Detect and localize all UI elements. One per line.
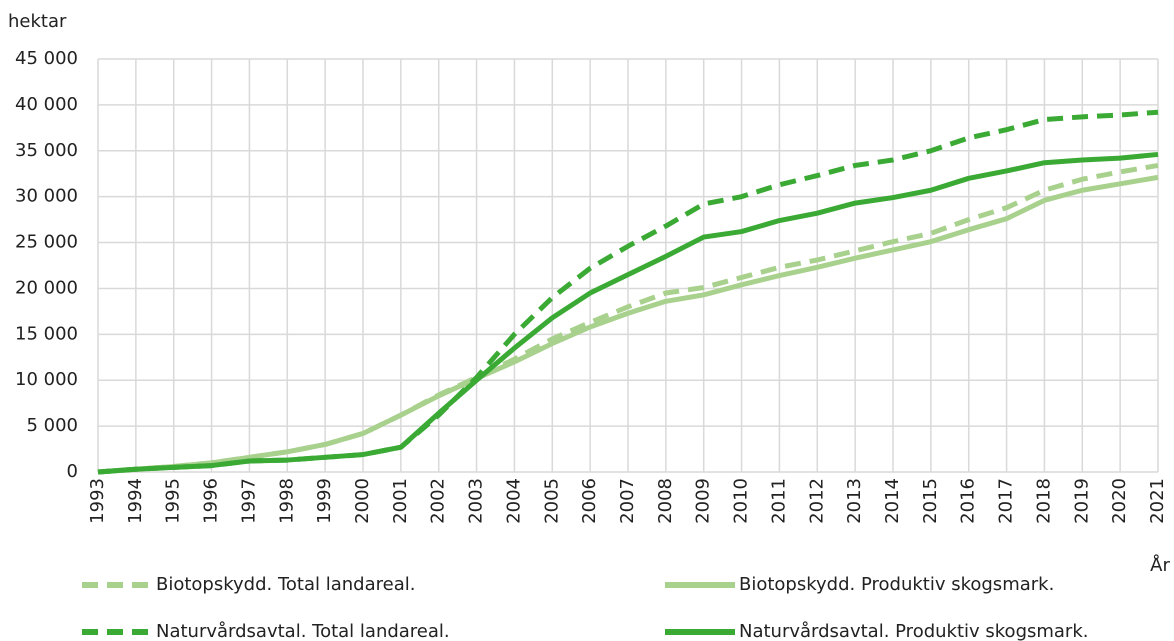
x-tick-label: 2002 <box>428 478 449 524</box>
y-tick-label: 5 000 <box>26 415 78 436</box>
x-tick-label: 2013 <box>844 478 865 524</box>
x-tick-label: 2001 <box>390 478 411 524</box>
x-tick-label: 2009 <box>693 478 714 524</box>
y-tick-label: 40 000 <box>15 94 78 115</box>
x-tick-label: 1997 <box>238 478 259 524</box>
legend-label: Naturvårdsavtal. Produktiv skogsmark. <box>739 621 1088 641</box>
x-tick-label: 2017 <box>996 478 1017 524</box>
x-tick-label: 2012 <box>806 478 827 524</box>
y-tick-label: 10 000 <box>15 369 78 390</box>
y-tick-label: 20 000 <box>15 277 78 298</box>
x-tick-label: 2014 <box>882 478 903 524</box>
legend-label: Biotopskydd. Produktiv skogsmark. <box>739 574 1054 595</box>
line-series <box>97 151 1159 475</box>
x-tick-label: 2006 <box>579 478 600 524</box>
x-tick-label: 2008 <box>655 478 676 524</box>
x-tick-label: 2000 <box>352 478 373 524</box>
x-tick-label: 2003 <box>466 478 487 524</box>
x-tick-label: 2011 <box>768 478 789 524</box>
x-tick-label: 1994 <box>125 478 146 524</box>
y-tick-label: 35 000 <box>15 140 78 161</box>
x-tick-label: 2007 <box>617 478 638 524</box>
x-axis-label: År <box>1150 554 1170 576</box>
y-tick-label: 25 000 <box>15 232 78 253</box>
x-tick-label: 2016 <box>958 478 979 524</box>
y-axis-label: hektar <box>8 11 67 32</box>
x-tick-label: 2004 <box>503 478 524 524</box>
x-tick-label: 1995 <box>163 478 184 524</box>
legend-label: Naturvårdsavtal. Total landareal. <box>156 621 450 641</box>
x-tick-label: 2019 <box>1071 478 1092 524</box>
x-tick-label: 1996 <box>201 478 222 524</box>
x-tick-label: 2005 <box>541 478 562 524</box>
x-tick-label: 2015 <box>920 478 941 524</box>
legend-label: Biotopskydd. Total landareal. <box>156 574 415 595</box>
y-tick-label: 15 000 <box>15 323 78 344</box>
x-tick-label: 2010 <box>731 478 752 524</box>
y-tick-label: 0 <box>67 461 78 482</box>
x-tick-label: 1998 <box>276 478 297 524</box>
x-tick-label: 1999 <box>314 478 335 524</box>
x-tick-label: 2018 <box>1033 478 1054 524</box>
x-tick-label: 2021 <box>1147 478 1168 524</box>
line-series <box>97 174 1159 475</box>
y-tick-label: 45 000 <box>15 48 78 69</box>
x-tick-label: 2020 <box>1109 478 1130 524</box>
x-tick-label: 1993 <box>87 478 108 524</box>
y-tick-label: 30 000 <box>15 186 78 207</box>
